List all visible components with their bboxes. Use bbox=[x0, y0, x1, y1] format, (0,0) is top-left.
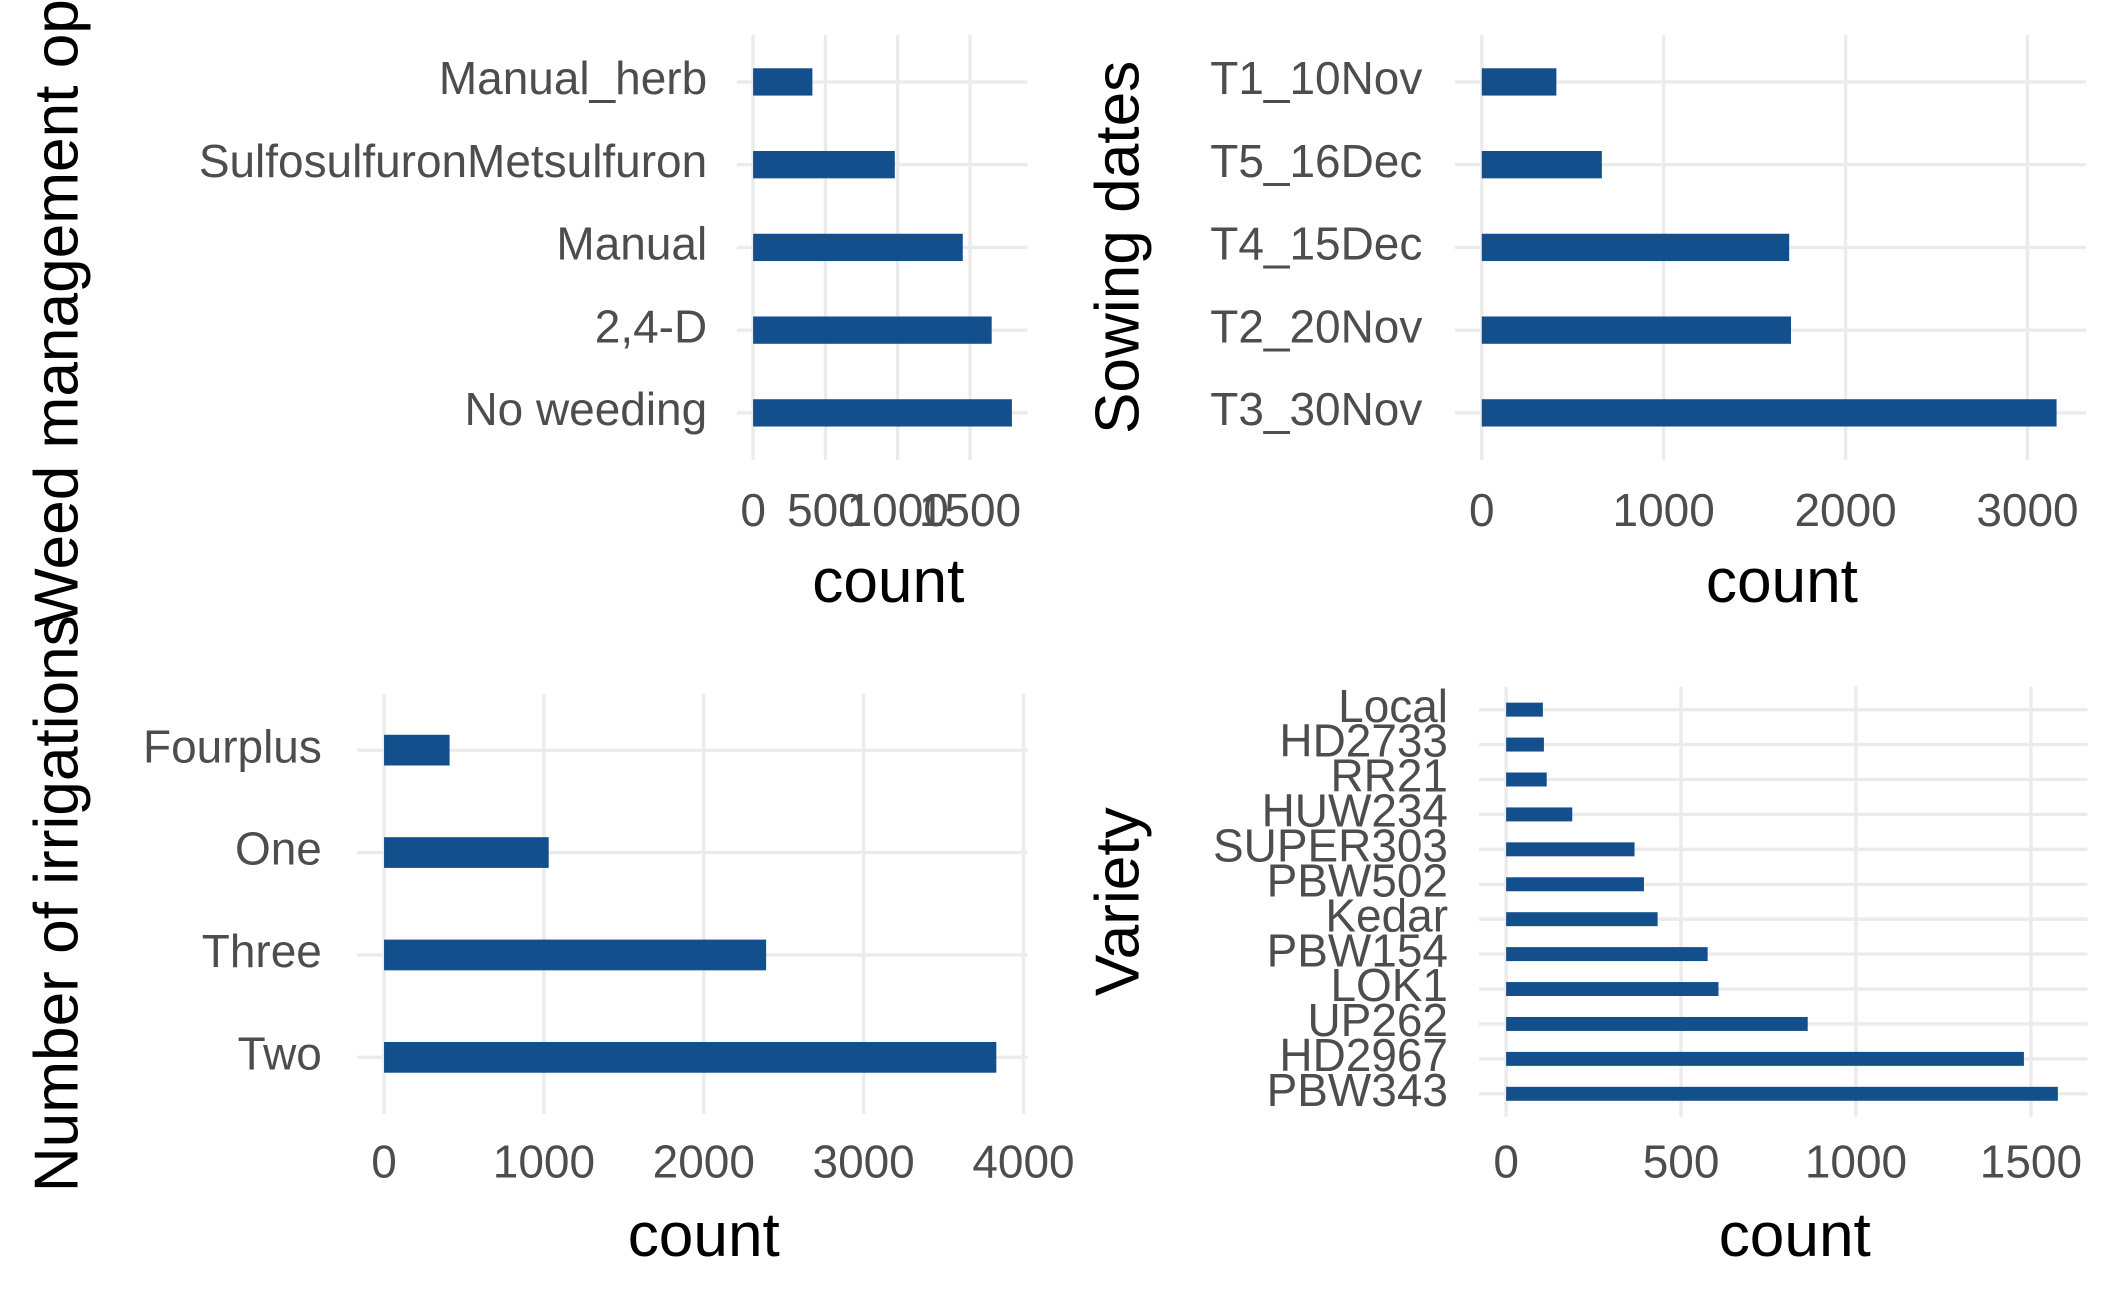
bar bbox=[753, 316, 992, 344]
x-axis-title: count bbox=[628, 1201, 780, 1270]
y-tick-label: T5_16Dec bbox=[1210, 135, 1422, 187]
bar bbox=[1506, 1086, 2058, 1101]
y-tick-label: No weeding bbox=[464, 383, 707, 435]
y-axis-title: Number of irrigations bbox=[22, 615, 91, 1192]
x-tick-label: 1000 bbox=[847, 484, 949, 536]
bar bbox=[1506, 947, 1708, 962]
y-tick-label: PBW154 bbox=[1267, 924, 1448, 976]
y-tick-label: SUPER303 bbox=[1213, 819, 1448, 871]
y-tick-label: T4_15Dec bbox=[1210, 218, 1422, 270]
x-tick-label: 1000 bbox=[493, 1135, 595, 1187]
y-tick-label: PBW502 bbox=[1267, 854, 1448, 906]
bar bbox=[1481, 399, 2057, 427]
y-tick-label: RR21 bbox=[1330, 750, 1448, 802]
x-axis-title: count bbox=[812, 547, 964, 616]
bar bbox=[1506, 1016, 1808, 1031]
bar bbox=[753, 399, 1012, 427]
bar bbox=[384, 939, 767, 971]
x-tick-label: 0 bbox=[371, 1135, 397, 1187]
x-tick-label: 1000 bbox=[1613, 484, 1715, 536]
y-tick-label: T1_10Nov bbox=[1210, 52, 1422, 104]
y-tick-label: Two bbox=[238, 1028, 322, 1080]
bar bbox=[1506, 877, 1644, 892]
x-tick-label: 500 bbox=[787, 484, 864, 536]
y-tick-label: Manual bbox=[556, 218, 707, 270]
x-tick-label: 4000 bbox=[972, 1135, 1074, 1187]
x-tick-label: 0 bbox=[1469, 484, 1495, 536]
y-tick-label: LOK1 bbox=[1330, 959, 1448, 1011]
bar bbox=[1506, 772, 1547, 787]
x-tick-label: 500 bbox=[1643, 1135, 1720, 1187]
bar bbox=[1481, 233, 1790, 262]
y-tick-label: HUW234 bbox=[1262, 785, 1448, 837]
bar bbox=[1506, 807, 1573, 822]
y-tick-label: Three bbox=[202, 925, 322, 977]
y-tick-label: SulfosulfuronMetsulfuron bbox=[199, 135, 707, 187]
y-axis-title: Sowing dates bbox=[1084, 61, 1153, 434]
y-tick-label: 2,4-D bbox=[595, 300, 707, 352]
bar bbox=[1481, 151, 1602, 179]
y-tick-label: PBW343 bbox=[1267, 1064, 1448, 1116]
bar bbox=[753, 68, 813, 96]
bar bbox=[1506, 912, 1658, 927]
bar bbox=[753, 233, 963, 262]
x-tick-label: 1500 bbox=[1980, 1135, 2082, 1187]
x-tick-label: 0 bbox=[1493, 1135, 1519, 1187]
y-tick-label: T2_20Nov bbox=[1210, 300, 1422, 352]
bar bbox=[1506, 982, 1719, 997]
x-tick-label: 1500 bbox=[919, 484, 1021, 536]
y-tick-label: One bbox=[235, 823, 322, 875]
bar bbox=[1481, 68, 1557, 96]
bar bbox=[1481, 316, 1792, 344]
x-tick-label: 2000 bbox=[653, 1135, 755, 1187]
x-tick-label: 2000 bbox=[1794, 484, 1896, 536]
y-tick-label: Fourplus bbox=[143, 720, 322, 772]
x-tick-label: 0 bbox=[740, 484, 766, 536]
x-axis-title: count bbox=[1706, 547, 1858, 616]
x-tick-label: 3000 bbox=[813, 1135, 915, 1187]
y-tick-label: T3_30Nov bbox=[1210, 383, 1422, 435]
y-tick-label: UP262 bbox=[1307, 994, 1448, 1046]
bar bbox=[753, 151, 895, 179]
bar bbox=[384, 1042, 997, 1073]
bar bbox=[384, 734, 450, 766]
y-tick-label: HD2733 bbox=[1279, 715, 1448, 767]
y-axis-title: Weed management options bbox=[22, 0, 91, 627]
x-tick-label: 1000 bbox=[1805, 1135, 1907, 1187]
y-tick-label: Manual_herb bbox=[439, 52, 707, 104]
bar bbox=[384, 837, 549, 868]
y-tick-label: HD2967 bbox=[1279, 1029, 1448, 1081]
bar bbox=[1506, 1051, 2024, 1066]
y-axis-title: Variety bbox=[1084, 807, 1153, 996]
y-tick-label: Kedar bbox=[1325, 889, 1448, 941]
x-tick-label: 3000 bbox=[1976, 484, 2078, 536]
bar bbox=[1506, 702, 1543, 717]
bar bbox=[1506, 842, 1635, 857]
bar bbox=[1506, 737, 1544, 752]
x-axis-title: count bbox=[1719, 1201, 1871, 1270]
y-tick-label: Local bbox=[1338, 680, 1448, 732]
